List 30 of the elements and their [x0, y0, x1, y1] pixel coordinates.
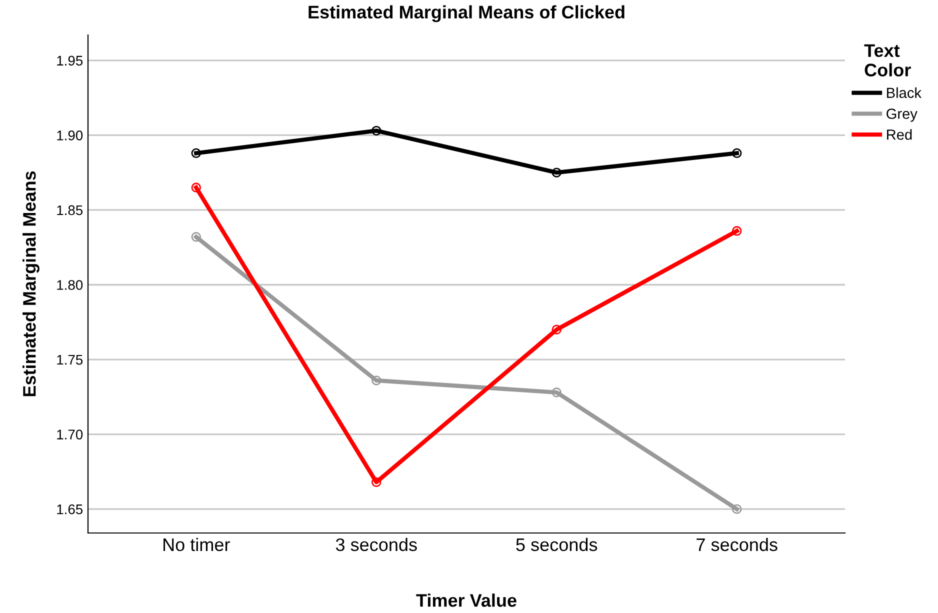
y-axis-title: Estimated Marginal Means [22, 171, 40, 396]
point [372, 477, 382, 488]
legend-label: Red [887, 129, 912, 140]
point [191, 182, 202, 192]
point [552, 388, 562, 398]
y-tick-label: 1.90 [57, 130, 83, 140]
chart-title: Estimated Marginal Means of Clicked [308, 5, 624, 22]
y-tick-label: 1.85 [57, 205, 83, 216]
x-tick-label: No timer [164, 538, 230, 552]
point [191, 232, 202, 242]
legend-label: Grey [886, 108, 918, 122]
point [732, 148, 742, 158]
y-tick-label: 1.70 [57, 430, 83, 440]
y-tick-label: 1.75 [57, 355, 83, 365]
point [552, 324, 562, 334]
y-tick-label: 1.80 [57, 280, 83, 290]
point [191, 148, 202, 158]
legend-title: Text Color [864, 44, 911, 76]
point [732, 226, 742, 236]
x-axis-title: Timer Value [416, 594, 516, 607]
point [372, 376, 382, 386]
x-tick-label: 5 seconds [516, 538, 598, 552]
y-tick-label: 1.95 [57, 56, 83, 66]
y-tick-label: 1.65 [57, 504, 83, 514]
point [732, 504, 742, 514]
x-tick-label: 7 seconds [696, 538, 778, 552]
point [372, 126, 382, 136]
legend-label: Black [887, 87, 922, 98]
point [552, 168, 562, 178]
x-tick-label: 3 seconds [336, 538, 417, 552]
